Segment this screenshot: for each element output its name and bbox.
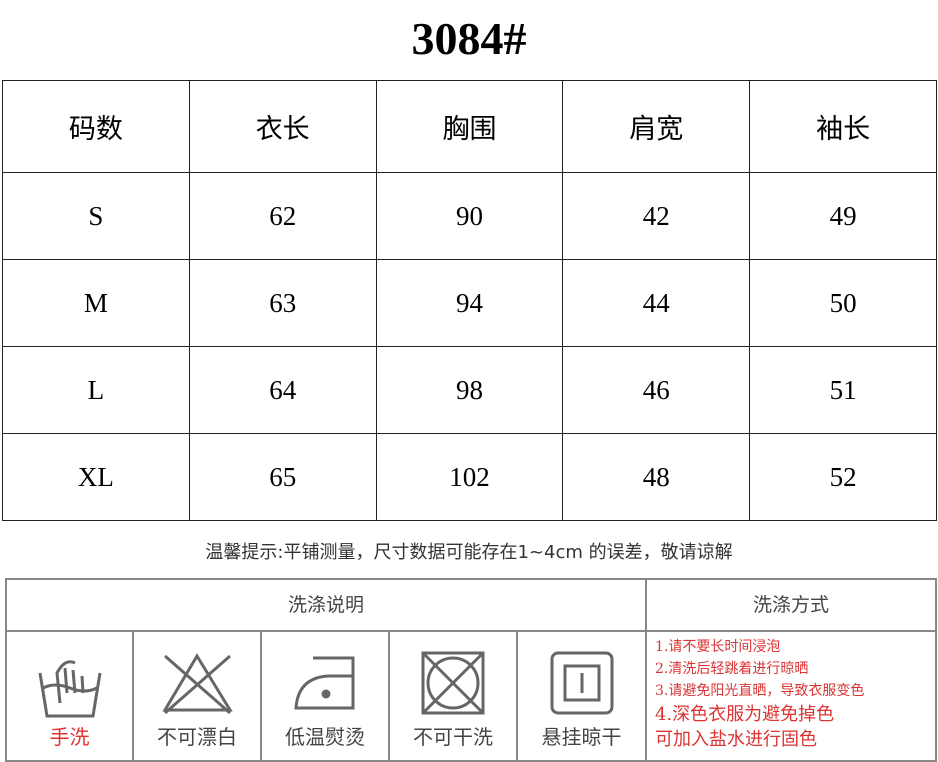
care-cell-no-bleach: 不可漂白 [134, 630, 262, 760]
wash-method-list: 1.请不要长时间浸泡 2.清洗后轻跳着进行晾晒 3.请避免阳光直晒，导致衣服变色… [655, 636, 864, 752]
cell: M [2, 259, 190, 347]
table-row: S 62 90 42 49 [2, 172, 937, 260]
cell: 44 [562, 259, 751, 347]
cell: L [2, 346, 190, 434]
cell: 50 [749, 259, 937, 347]
method-item: 2.清洗后轻跳着进行晾晒 [655, 661, 809, 677]
header-chest: 胸围 [375, 80, 564, 173]
size-table: 码数 衣长 胸围 肩宽 袖长 S 62 90 42 49 M 63 94 44 50 L 64 98… [2, 80, 937, 521]
cell: 63 [188, 259, 377, 347]
low-temp-iron-icon [293, 656, 354, 710]
cell: 62 [188, 172, 377, 260]
cell: 46 [562, 346, 751, 434]
cell: 94 [375, 259, 564, 347]
cell: 102 [375, 433, 564, 521]
cell: 51 [749, 346, 937, 434]
table-row: XL 65 102 48 52 [2, 433, 937, 521]
header-sleeve: 袖长 [749, 80, 937, 173]
table-row: M 63 94 44 50 [2, 259, 937, 347]
cell: 49 [749, 172, 937, 260]
cell: 98 [375, 346, 564, 434]
care-cell-hand-wash: 手洗 [7, 630, 134, 760]
label-hang-dry: 悬挂晾干 [541, 725, 622, 749]
cell: 64 [188, 346, 377, 434]
instructions-header: 洗涤说明 [7, 580, 647, 632]
care-cell-no-dry-clean: 不可干洗 [390, 630, 518, 760]
cell: XL [2, 433, 190, 521]
header-length: 衣长 [188, 80, 377, 173]
header-shoulder: 肩宽 [562, 80, 751, 173]
product-code-title: 3084# [411, 13, 527, 64]
care-instructions: 洗涤说明 洗涤方式 手洗 不可漂白 低温熨烫 不可干洗 悬挂晾干 1.请不要长时… [5, 578, 937, 762]
method-item: 1.请不要长时间浸泡 [655, 639, 781, 655]
header-size: 码数 [2, 80, 190, 173]
no-bleach-icon [161, 653, 233, 715]
method-item: 可加入盐水进行固色 [655, 729, 817, 750]
cell: 90 [375, 172, 564, 260]
cell: 42 [562, 172, 751, 260]
hand-wash-icon [38, 660, 101, 718]
cell: 65 [188, 433, 377, 521]
label-no-bleach: 不可漂白 [157, 725, 237, 749]
table-row: L 64 98 46 51 [2, 346, 937, 434]
cell: 52 [749, 433, 937, 521]
method-item: 3.请避免阳光直晒，导致衣服变色 [655, 683, 865, 699]
measurement-note: 温馨提示:平铺测量，尺寸数据可能存在1~4cm 的误差，敬请谅解 [205, 542, 733, 563]
care-cell-low-iron: 低温熨烫 [262, 630, 390, 760]
label-low-iron: 低温熨烫 [285, 725, 365, 749]
cell: S [2, 172, 190, 260]
method-header: 洗涤方式 [647, 580, 935, 632]
label-no-dry-clean: 不可干洗 [413, 725, 493, 749]
label-hand-wash: 手洗 [49, 725, 90, 749]
care-cell-hang-dry: 悬挂晾干 [518, 630, 647, 760]
no-dry-clean-icon [421, 651, 485, 715]
cell: 48 [562, 433, 751, 521]
method-item: 4.深色衣服为避免掉色 [655, 704, 835, 725]
table-header-row: 码数 衣长 胸围 肩宽 袖长 [2, 80, 937, 173]
hang-dry-icon [550, 651, 613, 715]
